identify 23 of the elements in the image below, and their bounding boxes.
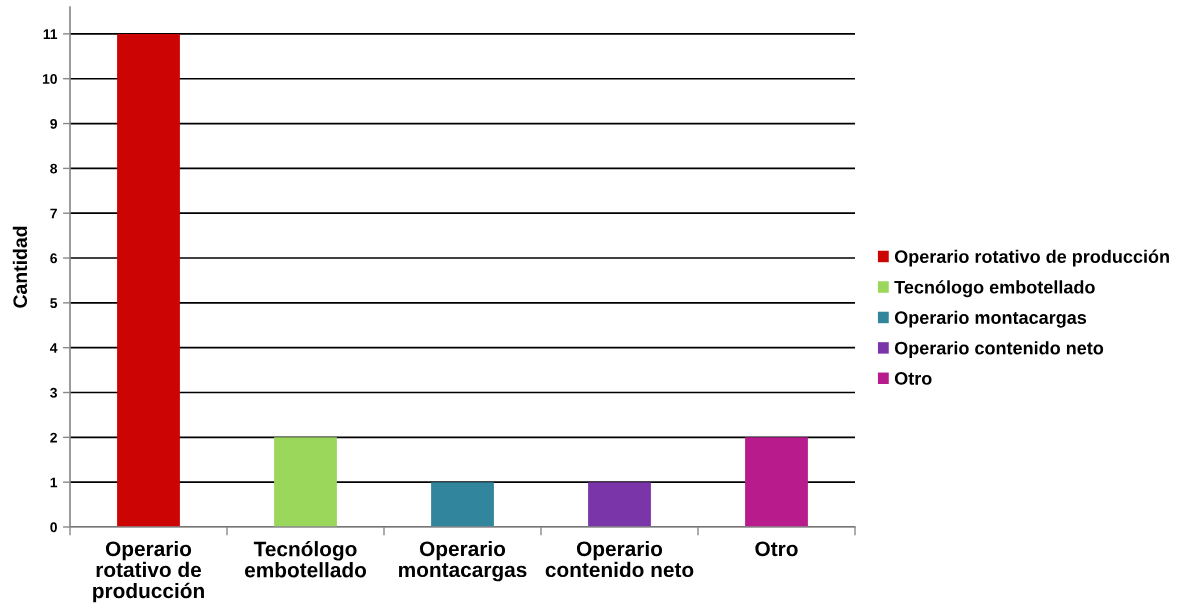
y-axis-title: Cantidad bbox=[12, 226, 28, 308]
x-tick-label: Otro bbox=[755, 541, 798, 557]
y-tick-label: 1 bbox=[50, 477, 58, 488]
x-tick-label: Tecnólogo embotellado bbox=[244, 540, 367, 578]
legend-label: Operario contenido neto bbox=[894, 341, 1104, 359]
legend-label: Operario rotativo de producción bbox=[894, 249, 1169, 267]
legend-label: Tecnólogo embotellado bbox=[894, 280, 1095, 298]
y-tick-label: 11 bbox=[43, 29, 58, 39]
y-tick-label: 10 bbox=[42, 74, 57, 84]
y-tick-label: 6 bbox=[50, 253, 57, 264]
y-tick-label: 3 bbox=[50, 387, 57, 398]
y-tick-label: 4 bbox=[49, 343, 58, 353]
x-tick-label: Operario contenido neto bbox=[545, 540, 694, 578]
legend-label: Otro bbox=[894, 372, 932, 385]
x-tick-label: Operario rotativo de producción bbox=[93, 540, 204, 603]
y-tick-label: 8 bbox=[50, 163, 58, 174]
y-tick-label: 5 bbox=[50, 298, 58, 309]
legend-label: Operario montacargas bbox=[894, 310, 1087, 328]
y-tick-label: 2 bbox=[50, 432, 57, 443]
x-tick-label: Operario montacargas bbox=[399, 540, 527, 582]
y-tick-label: 7 bbox=[50, 208, 57, 219]
y-tick-label: 0 bbox=[50, 522, 57, 533]
y-tick-label: 9 bbox=[50, 118, 57, 129]
